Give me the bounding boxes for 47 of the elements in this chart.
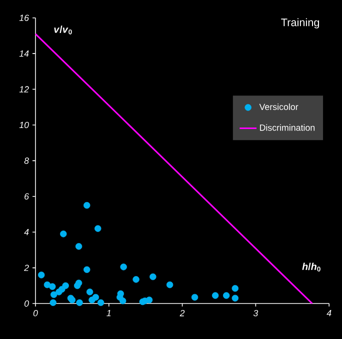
point bbox=[92, 294, 100, 301]
point bbox=[117, 290, 124, 297]
y-tick-label: 16 bbox=[19, 14, 30, 21]
point bbox=[150, 273, 156, 280]
point bbox=[94, 225, 102, 232]
y-tick-label: 2 bbox=[24, 264, 29, 271]
point bbox=[132, 276, 140, 283]
y-tick-label: 4 bbox=[24, 228, 29, 236]
point bbox=[146, 296, 153, 304]
point bbox=[232, 294, 239, 302]
y-tick-label: 0 bbox=[24, 300, 29, 307]
point bbox=[75, 280, 82, 286]
x-tick-label: 4 bbox=[326, 310, 332, 316]
point bbox=[50, 291, 58, 298]
x-tick-label: 1 bbox=[106, 310, 111, 316]
point bbox=[75, 242, 82, 250]
point bbox=[44, 281, 51, 288]
legend-label: Discrimination bbox=[260, 124, 315, 131]
point bbox=[50, 299, 56, 306]
y-tick-label: 6 bbox=[24, 193, 30, 200]
y-tick-label: 14 bbox=[19, 50, 29, 56]
point bbox=[166, 281, 174, 288]
point bbox=[120, 263, 127, 270]
point bbox=[60, 230, 67, 238]
point bbox=[84, 202, 90, 209]
x-axis-title: h/h$_{0}$ bbox=[302, 262, 320, 272]
y-tick-label: 12 bbox=[19, 86, 29, 92]
point bbox=[212, 292, 219, 299]
point bbox=[232, 284, 239, 292]
y-tick-label: 8 bbox=[24, 157, 29, 164]
point bbox=[84, 266, 90, 273]
legend-label: Versicolor bbox=[259, 103, 298, 110]
point bbox=[191, 294, 198, 301]
chart-title: Training bbox=[281, 18, 320, 28]
point bbox=[49, 283, 56, 290]
x-tick-label: 2 bbox=[180, 310, 185, 316]
point bbox=[119, 297, 126, 304]
point bbox=[76, 299, 83, 306]
x-tick-label: 3 bbox=[253, 310, 258, 316]
point bbox=[222, 292, 230, 299]
point bbox=[38, 271, 45, 278]
point bbox=[86, 288, 94, 296]
point bbox=[62, 282, 69, 289]
point bbox=[97, 299, 104, 306]
x-tick-label: 0 bbox=[33, 310, 38, 316]
y-axis-title: v/v$_{0}$ bbox=[54, 26, 72, 34]
y-tick-label: 10 bbox=[19, 122, 29, 128]
